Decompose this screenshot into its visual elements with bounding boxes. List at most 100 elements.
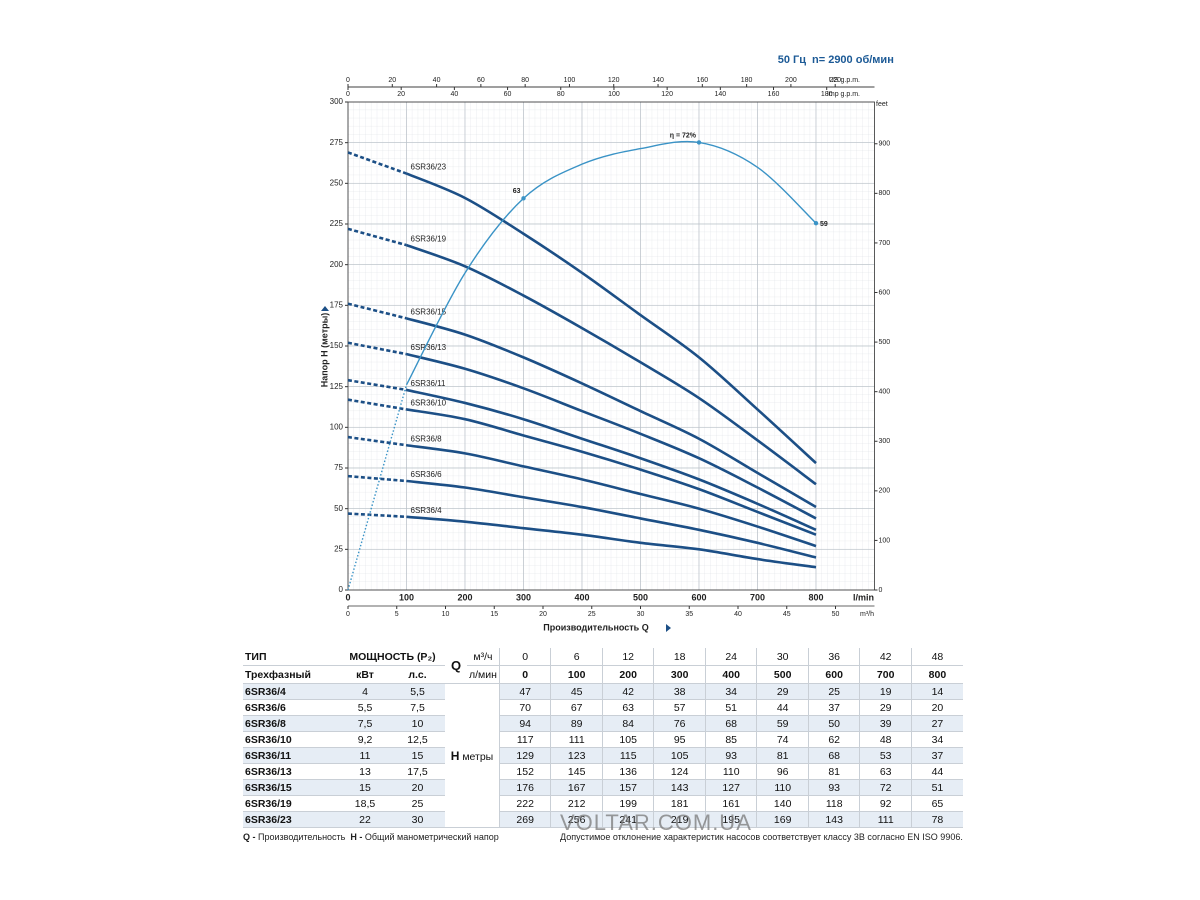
head-value: 140 (756, 795, 809, 812)
data-row: 6SR36/13 13 17,5 152 145 136 124 110 96 81 63 44 (243, 763, 963, 780)
model: 6SR36/23 (243, 811, 340, 828)
y2-tick-label: 300 (879, 438, 891, 445)
curve-dashed (347, 227, 407, 247)
flow-m3h: 6 (550, 648, 603, 666)
power-kw: 18,5 (340, 795, 390, 812)
plot-frame (347, 101, 875, 591)
head-value: 195 (704, 811, 757, 828)
axis-tick-label: 100 (564, 77, 576, 84)
axis-tick-label: 200 (785, 77, 797, 84)
axis-tick-label: 180 (741, 77, 753, 84)
head-value: 181 (653, 795, 706, 812)
footer-legend: Q - Производительность H - Общий маномет… (243, 832, 499, 842)
curve-label: 6SR36/11 (411, 379, 447, 388)
y-tick-label: 0 (339, 585, 344, 594)
efficiency-label: η = 72% (670, 132, 697, 139)
head-value: 96 (756, 763, 809, 780)
axis-tick-label: 15 (490, 611, 498, 618)
head-value: 78 (910, 811, 963, 828)
head-value: 34 (704, 683, 757, 700)
curve-dashed (347, 378, 407, 392)
head-value: 62 (807, 731, 860, 748)
head-value: 48 (859, 731, 912, 748)
head-value: 57 (653, 699, 706, 716)
x-tick-label: 800 (808, 592, 823, 602)
axis-tick-label: 20 (397, 91, 405, 98)
head-value: 70 (498, 699, 551, 716)
curve (405, 172, 817, 465)
data-row: 6SR36/8 7,5 10 94 89 84 76 68 59 50 39 27 (243, 715, 963, 732)
power-kw: 15 (340, 779, 390, 796)
power-kw: 11 (340, 747, 390, 764)
head-value: 50 (807, 715, 860, 732)
axis-tick-label: 80 (557, 91, 565, 98)
x-tick-label: 200 (457, 592, 472, 602)
y-tick-label: 225 (330, 219, 344, 228)
model: 6SR36/8 (243, 715, 340, 732)
curve-dashed (347, 512, 407, 519)
x-unit: l/min (853, 592, 874, 602)
axis-tick-label: 40 (433, 77, 441, 84)
flow-m3h: 36 (807, 648, 860, 666)
flow-lmin: 700 (859, 665, 912, 684)
head-value: 95 (653, 731, 706, 748)
head-value: 93 (807, 779, 860, 796)
head-value: 269 (498, 811, 551, 828)
y2-tick-label: 100 (879, 537, 891, 544)
curve-label: 6SR36/19 (411, 234, 447, 243)
head-value: 157 (601, 779, 654, 796)
curve-label: 6SR36/15 (411, 307, 447, 316)
axis-tick-label: 30 (637, 611, 645, 618)
curve-label: 6SR36/6 (411, 470, 443, 479)
head-value: 34 (910, 731, 963, 748)
axis-tick-label: 25 (588, 611, 596, 618)
curve-dashed (347, 474, 407, 483)
m3h-unit: m³/h (860, 611, 874, 618)
axis-tick-label: 20 (388, 77, 396, 84)
head-value: 110 (756, 779, 809, 796)
head-value: 59 (756, 715, 809, 732)
curve-label: 6SR36/4 (411, 506, 443, 515)
head-value: 68 (807, 747, 860, 764)
flow-m3h: 48 (910, 648, 963, 666)
y-tick-label: 200 (330, 260, 344, 269)
head-value: 25 (807, 683, 860, 700)
head-value: 84 (601, 715, 654, 732)
axis-tick-label: 50 (832, 611, 840, 618)
header-row: Трехфазный кВт л.с. л/мин 0 100 200 300 400 500 60… (243, 665, 963, 684)
head-value: 161 (704, 795, 757, 812)
y2-tick-label: 800 (879, 190, 891, 197)
head-value: 81 (807, 763, 860, 780)
curve-label: 6SR36/13 (411, 343, 447, 352)
head-value: 222 (498, 795, 551, 812)
flow-m3h: 12 (601, 648, 654, 666)
power-hp: 20 (390, 779, 445, 796)
axis-tick-label: 120 (661, 91, 673, 98)
flow-lmin: 200 (601, 665, 654, 684)
power-hp: 10 (390, 715, 445, 732)
head-value: 81 (756, 747, 809, 764)
axis-tick-label: 40 (450, 91, 458, 98)
head-value: 212 (550, 795, 603, 812)
power-kw: 13 (340, 763, 390, 780)
unit-lmin: л/мин (467, 665, 500, 684)
y-tick-label: 275 (330, 138, 344, 147)
curve-dashed (347, 302, 407, 320)
x-axis-label: Производительность Q (543, 622, 648, 632)
curve (406, 479, 817, 559)
head-value: 89 (550, 715, 603, 732)
unit-kw: кВт (340, 665, 390, 684)
head-value: 169 (756, 811, 809, 828)
flow-lmin: 0 (498, 665, 551, 684)
axis-tick-label: 0 (346, 77, 350, 84)
head-value: 63 (859, 763, 912, 780)
y-tick-label: 100 (330, 422, 344, 431)
efficiency-label: 63 (513, 188, 521, 195)
footer-note: Допустимое отклонение характеристик насо… (560, 832, 963, 842)
flow-lmin: 400 (704, 665, 757, 684)
power-hp: 30 (390, 811, 445, 828)
head-value: 129 (498, 747, 551, 764)
model: 6SR36/15 (243, 779, 340, 796)
head-value: 37 (910, 747, 963, 764)
